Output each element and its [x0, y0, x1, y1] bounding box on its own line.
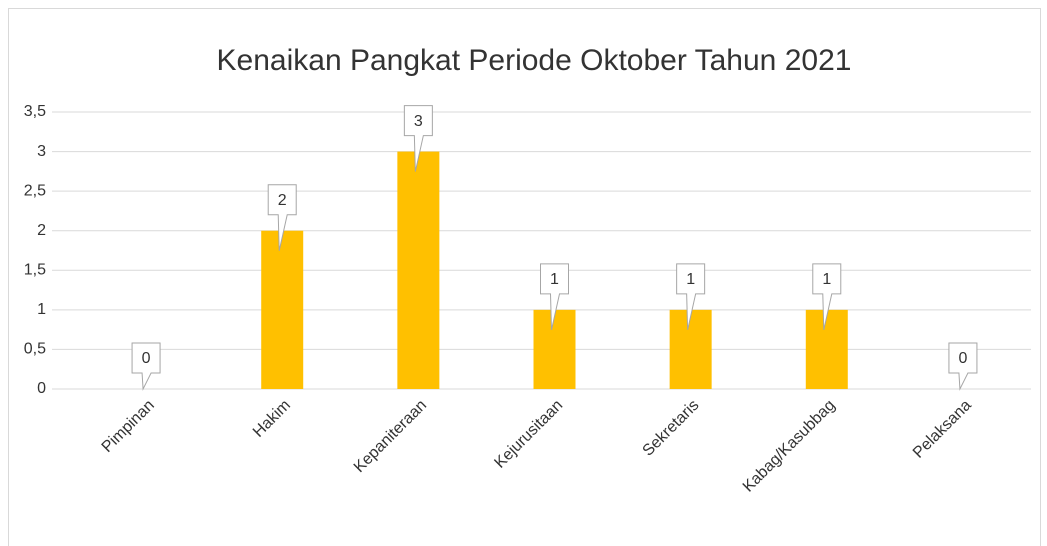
- bar: [397, 151, 440, 389]
- data-label-callout: [676, 263, 706, 330]
- y-tick-label: 1: [37, 301, 46, 318]
- y-tick-label: 0: [37, 380, 46, 397]
- data-label: 2: [278, 192, 287, 209]
- chart-title: Kenaikan Pangkat Periode Oktober Tahun 2…: [217, 44, 852, 77]
- chart-frame: [8, 8, 1041, 546]
- y-tick-label: 2: [37, 222, 46, 239]
- data-label: 1: [686, 271, 695, 288]
- y-tick-label: 1,5: [24, 262, 46, 279]
- bar: [261, 230, 304, 389]
- data-label: 0: [958, 350, 967, 367]
- y-tick-label: 2,5: [24, 182, 46, 199]
- data-label-callout: [267, 184, 297, 251]
- data-label-callout: [948, 342, 978, 391]
- data-label: 3: [414, 113, 423, 130]
- bar: [669, 309, 712, 389]
- y-tick-label: 0,5: [24, 341, 46, 358]
- data-label: 1: [550, 271, 559, 288]
- y-tick-label: 3: [37, 143, 46, 160]
- data-label-callout: [131, 342, 161, 391]
- y-tick-label: 3,5: [24, 103, 46, 120]
- data-label-callout: [403, 105, 433, 172]
- data-label: 0: [142, 350, 151, 367]
- data-label-callout: [812, 263, 842, 330]
- bar: [805, 309, 848, 389]
- data-label-callout: [540, 263, 569, 330]
- bar: [533, 309, 576, 389]
- data-label: 1: [822, 271, 831, 288]
